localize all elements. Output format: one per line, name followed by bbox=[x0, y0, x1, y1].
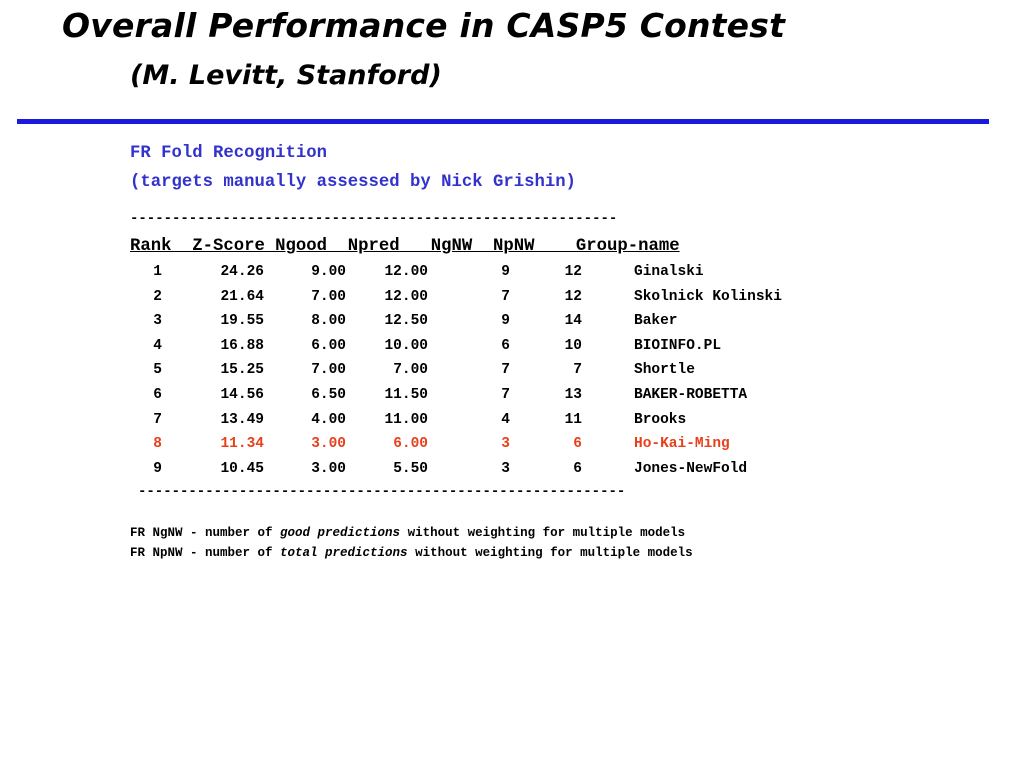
rank-cell: 6 bbox=[153, 387, 162, 403]
table-header: Rank Z-Score Ngood Npred NgNW NpNW Group… bbox=[130, 237, 680, 256]
npred-cell: 11.00 bbox=[384, 411, 428, 428]
footnote-npnw: FR NpNW - number of total predictions wi… bbox=[130, 546, 693, 560]
ngnw-cell: 7 bbox=[501, 288, 510, 305]
group-name-cell: Shortle bbox=[634, 362, 695, 379]
ngnw-cell: 6 bbox=[501, 337, 510, 354]
npred-cell: 6.00 bbox=[393, 436, 428, 453]
group-name-cell: Ginalski bbox=[634, 264, 704, 280]
ngood-cell: 6.00 bbox=[311, 337, 346, 354]
ngnw-cell: 4 bbox=[501, 411, 510, 428]
table-divider-top: ----------------------------------------… bbox=[130, 211, 618, 227]
zscore-cell: 14.56 bbox=[220, 387, 264, 403]
ngnw-cell: 7 bbox=[501, 387, 510, 403]
group-name-cell: Jones-NewFold bbox=[634, 460, 748, 477]
ngood-cell: 9.00 bbox=[311, 264, 346, 280]
group-name-cell: Skolnick Kolinski bbox=[634, 288, 782, 305]
npnw-cell: 7 bbox=[573, 362, 582, 379]
npred-cell: 11.50 bbox=[384, 387, 428, 403]
npnw-cell: 6 bbox=[573, 460, 582, 477]
rank-cell: 9 bbox=[153, 460, 162, 477]
npnw-cell: 14 bbox=[564, 313, 582, 330]
npnw-cell: 12 bbox=[564, 288, 582, 305]
rank-cell: 8 bbox=[153, 436, 162, 453]
ngood-cell: 8.00 bbox=[311, 313, 346, 330]
rank-cell: 4 bbox=[153, 337, 162, 354]
group-name-cell: BAKER-ROBETTA bbox=[634, 387, 748, 403]
footnote-suffix: without weighting for multiple models bbox=[400, 526, 686, 540]
page-subtitle: (M. Levitt, Stanford) bbox=[130, 60, 442, 91]
group-name-cell: BIOINFO.PL bbox=[634, 337, 722, 354]
npred-cell: 10.00 bbox=[384, 337, 428, 354]
footnote-ngnw: FR NgNW - number of good predictions wit… bbox=[130, 526, 685, 540]
npnw-cell: 10 bbox=[564, 337, 582, 354]
npnw-cell: 6 bbox=[573, 436, 582, 453]
group-name-cell: Brooks bbox=[634, 411, 687, 428]
rank-cell: 3 bbox=[153, 313, 162, 330]
rank-cell: 2 bbox=[153, 288, 162, 305]
zscore-cell: 11.34 bbox=[220, 436, 264, 453]
npred-cell: 7.00 bbox=[393, 362, 428, 379]
title-rule bbox=[17, 119, 989, 124]
ngood-cell: 3.00 bbox=[311, 460, 346, 477]
npred-cell: 5.50 bbox=[393, 460, 428, 477]
ngood-cell: 3.00 bbox=[311, 436, 346, 453]
zscore-cell: 15.25 bbox=[220, 362, 264, 379]
zscore-cell: 21.64 bbox=[220, 288, 264, 305]
group-name-cell: Baker bbox=[634, 313, 678, 330]
ngood-cell: 6.50 bbox=[311, 387, 346, 403]
zscore-cell: 16.88 bbox=[220, 337, 264, 354]
ngood-cell: 7.00 bbox=[311, 362, 346, 379]
npnw-cell: 11 bbox=[564, 411, 582, 428]
footnote-prefix: FR NpNW - number of bbox=[130, 546, 281, 560]
ngnw-cell: 7 bbox=[501, 362, 510, 379]
zscore-cell: 19.55 bbox=[220, 313, 264, 330]
rank-cell: 1 bbox=[153, 264, 162, 280]
npnw-cell: 13 bbox=[564, 387, 582, 403]
group-name-cell: Ho-Kai-Ming bbox=[634, 436, 730, 453]
section-subheading: (targets manually assessed by Nick Grish… bbox=[130, 173, 576, 192]
footnote-suffix: without weighting for multiple models bbox=[407, 546, 693, 560]
ngood-cell: 7.00 bbox=[311, 288, 346, 305]
footnote-emphasis: total predictions bbox=[280, 546, 408, 560]
npred-cell: 12.00 bbox=[384, 288, 428, 305]
npnw-cell: 12 bbox=[564, 264, 582, 280]
npred-cell: 12.50 bbox=[384, 313, 428, 330]
ngood-cell: 4.00 bbox=[311, 411, 346, 428]
npred-cell: 12.00 bbox=[384, 264, 428, 280]
rank-cell: 7 bbox=[153, 411, 162, 428]
footnote-emphasis: good predictions bbox=[280, 526, 401, 540]
table-divider-bottom: ----------------------------------------… bbox=[138, 484, 626, 500]
ngnw-cell: 9 bbox=[501, 313, 510, 330]
page-title: Overall Performance in CASP5 Contest bbox=[62, 6, 786, 45]
section-heading: FR Fold Recognition bbox=[130, 144, 328, 163]
rank-cell: 5 bbox=[153, 362, 162, 379]
footnote-prefix: FR NgNW - number of bbox=[130, 526, 281, 540]
zscore-cell: 13.49 bbox=[220, 411, 264, 428]
ngnw-cell: 3 bbox=[501, 460, 510, 477]
zscore-cell: 24.26 bbox=[220, 264, 264, 280]
zscore-cell: 10.45 bbox=[220, 460, 264, 477]
ngnw-cell: 9 bbox=[501, 264, 510, 280]
ngnw-cell: 3 bbox=[501, 436, 510, 453]
